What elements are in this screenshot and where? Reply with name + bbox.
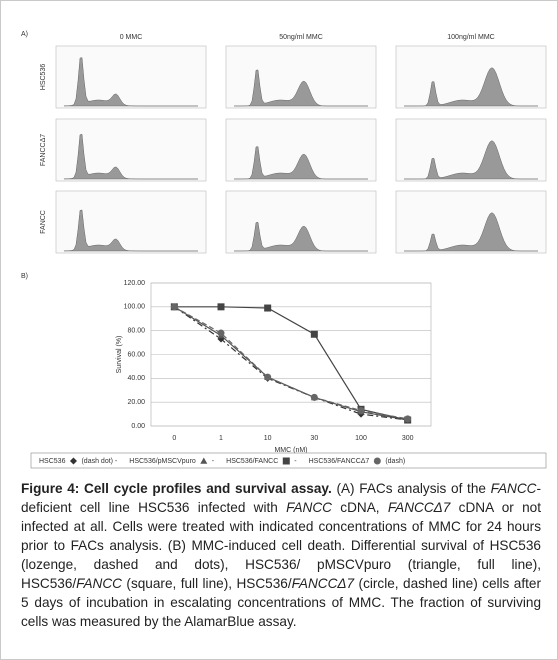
series-line xyxy=(174,306,408,421)
marker xyxy=(357,407,365,415)
caption-text: FANCC xyxy=(286,500,332,515)
histogram-shape xyxy=(233,222,368,252)
y-tick-label: 0.00 xyxy=(131,423,145,430)
y-tick-label: 40.00 xyxy=(127,375,145,382)
marker xyxy=(373,457,381,465)
histogram-shape xyxy=(233,69,368,107)
marker xyxy=(264,373,272,381)
row-label: FANCC xyxy=(40,210,47,234)
marker xyxy=(200,457,208,464)
y-tick-label: 100.00 xyxy=(124,304,146,311)
histogram-shape xyxy=(63,133,198,180)
histogram-shape xyxy=(233,146,368,180)
histogram-shape xyxy=(63,209,198,252)
legend-note: - xyxy=(212,458,215,465)
caption-text: FANCC xyxy=(76,576,122,591)
panel-label: A) xyxy=(21,31,28,38)
legend-label: HSC536/FANCC xyxy=(226,458,278,465)
panel-label: B) xyxy=(21,273,28,280)
histogram-shape xyxy=(404,212,538,252)
caption: Figure 4: Cell cycle profiles and surviv… xyxy=(21,479,541,631)
histogram-frame xyxy=(395,118,547,182)
y-tick-label: 80.00 xyxy=(127,328,145,335)
y-tick-label: 120.00 xyxy=(124,280,146,287)
x-tick-label: 30 xyxy=(310,435,318,442)
marker xyxy=(217,303,225,311)
figure-image: A) B) 0 MMC 50ng/ml MMC 100ng/ml MMC HSC536… xyxy=(21,31,547,469)
caption-text: cDNA or not infected at all. Cells were … xyxy=(21,500,542,591)
histogram-frame xyxy=(395,45,547,109)
row-label: HSC536 xyxy=(40,64,47,91)
marker xyxy=(310,330,318,338)
caption-text: cDNA, xyxy=(331,500,388,515)
caption-text: - deficient cell line HSC536 infected wi… xyxy=(21,481,541,515)
legend-note: (dash dot) - xyxy=(81,458,117,465)
marker xyxy=(217,329,225,337)
histogram-shape xyxy=(63,57,198,107)
column-label: 100ng/ml MMC xyxy=(447,34,494,41)
caption-text: FANCCΔ7 xyxy=(291,576,355,591)
series-line xyxy=(174,306,408,420)
x-tick-label: 100 xyxy=(355,435,367,442)
caption-text: FANCCΔ7 xyxy=(387,500,451,515)
histogram-shape xyxy=(404,140,538,180)
marker xyxy=(404,415,412,423)
x-axis-title: MMC (nM) xyxy=(274,447,307,454)
series-line xyxy=(174,306,408,421)
caption-text: FANCC xyxy=(490,481,537,496)
column-label: 50ng/ml MMC xyxy=(279,34,323,41)
x-tick-label: 0 xyxy=(172,435,176,442)
marker xyxy=(170,303,178,311)
column-label: 0 MMC xyxy=(120,34,143,41)
marker xyxy=(264,304,272,312)
y-tick-label: 60.00 xyxy=(127,351,145,358)
caption-text: (square, full line), HSC536/ xyxy=(121,576,292,591)
marker xyxy=(69,457,77,465)
caption-text: (circle, dashed line) cells after 5 days… xyxy=(21,576,541,629)
legend-label: HSC536 xyxy=(39,458,66,465)
marker xyxy=(282,457,290,465)
caption-title: Figure 4: Cell cycle profiles and surviv… xyxy=(21,481,332,496)
legend-label: HSC536/FANCCΔ7 xyxy=(309,458,370,465)
y-axis-title: Survival (%) xyxy=(116,336,123,374)
legend-note: - xyxy=(294,458,297,465)
x-tick-label: 300 xyxy=(402,435,414,442)
x-tick-label: 1 xyxy=(219,435,223,442)
histogram-shape xyxy=(404,67,538,107)
x-tick-label: 10 xyxy=(264,435,272,442)
y-tick-label: 20.00 xyxy=(127,399,145,406)
caption-text: (A) FACs analysis of the xyxy=(331,481,491,496)
legend-note: (dash) xyxy=(385,458,405,465)
histogram-frame xyxy=(395,190,547,254)
marker xyxy=(310,393,318,401)
legend-label: HSC536/pMSCVpuro xyxy=(129,458,196,465)
row-label: FANCCΔ7 xyxy=(40,134,47,166)
